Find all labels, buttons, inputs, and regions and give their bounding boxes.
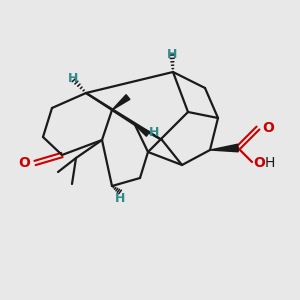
Text: O: O <box>253 156 265 170</box>
Text: H: H <box>167 47 177 61</box>
Polygon shape <box>210 144 238 152</box>
Text: H: H <box>149 127 159 140</box>
Polygon shape <box>112 95 130 110</box>
Polygon shape <box>135 125 150 136</box>
Text: H: H <box>265 156 275 170</box>
Text: O: O <box>18 156 30 170</box>
Text: O: O <box>262 121 274 135</box>
Text: H: H <box>68 73 78 85</box>
Text: H: H <box>115 193 125 206</box>
